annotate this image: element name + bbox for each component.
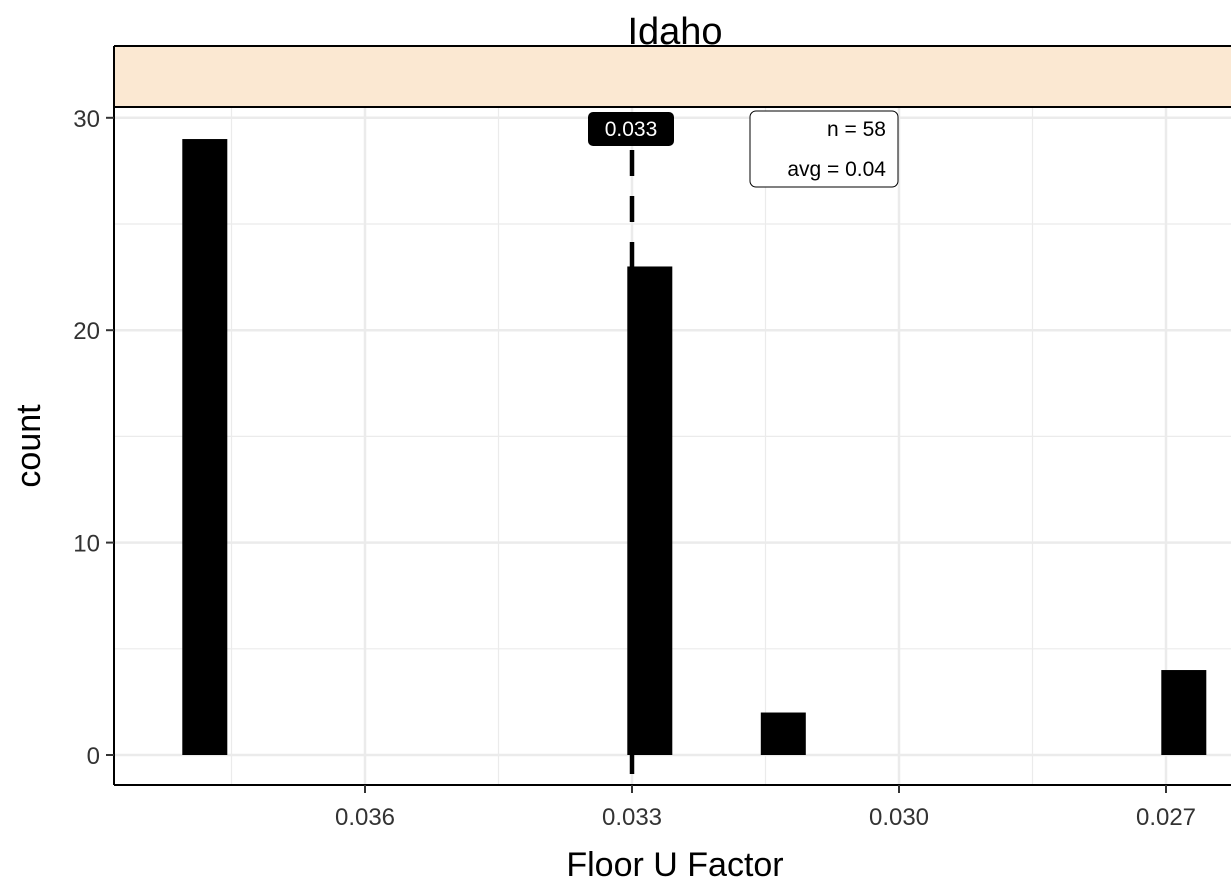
x-tick-label: 0.030: [869, 804, 929, 831]
x-axis-ticks: 0.036 0.033 0.030 0.027: [335, 785, 1196, 831]
summary-avg-label: avg = 0.04: [787, 158, 886, 181]
bars: [182, 139, 1207, 756]
x-tick-label: 0.033: [602, 804, 662, 831]
x-tick-label: 0.036: [335, 804, 395, 831]
summary-box: [749, 110, 899, 188]
x-axis-title: Floor U Factor: [566, 846, 783, 884]
histogram-bar: [760, 712, 806, 755]
y-tick-label: 20: [73, 318, 100, 345]
summary-annotation: n = 58 avg = 0.04: [749, 110, 899, 188]
facet-strip: [114, 46, 1231, 107]
reference-label-box: [588, 112, 674, 146]
histogram-bar: [182, 139, 228, 756]
y-tick-label: 30: [73, 106, 100, 133]
histogram-bar: [627, 266, 673, 755]
facet-title: Idaho: [627, 11, 722, 53]
y-tick-label: 0: [87, 743, 100, 770]
histogram-bar: [1161, 670, 1207, 755]
y-axis-ticks: 0 10 20 30: [73, 106, 114, 770]
reference-label-text: 0.033: [605, 118, 658, 141]
summary-n-label: n = 58: [827, 118, 886, 141]
y-axis-title: count: [10, 404, 48, 488]
plot-panel: [114, 107, 1231, 785]
y-tick-label: 10: [73, 531, 100, 558]
reference-value-label: 0.033: [588, 112, 674, 146]
x-tick-label: 0.027: [1136, 804, 1196, 831]
